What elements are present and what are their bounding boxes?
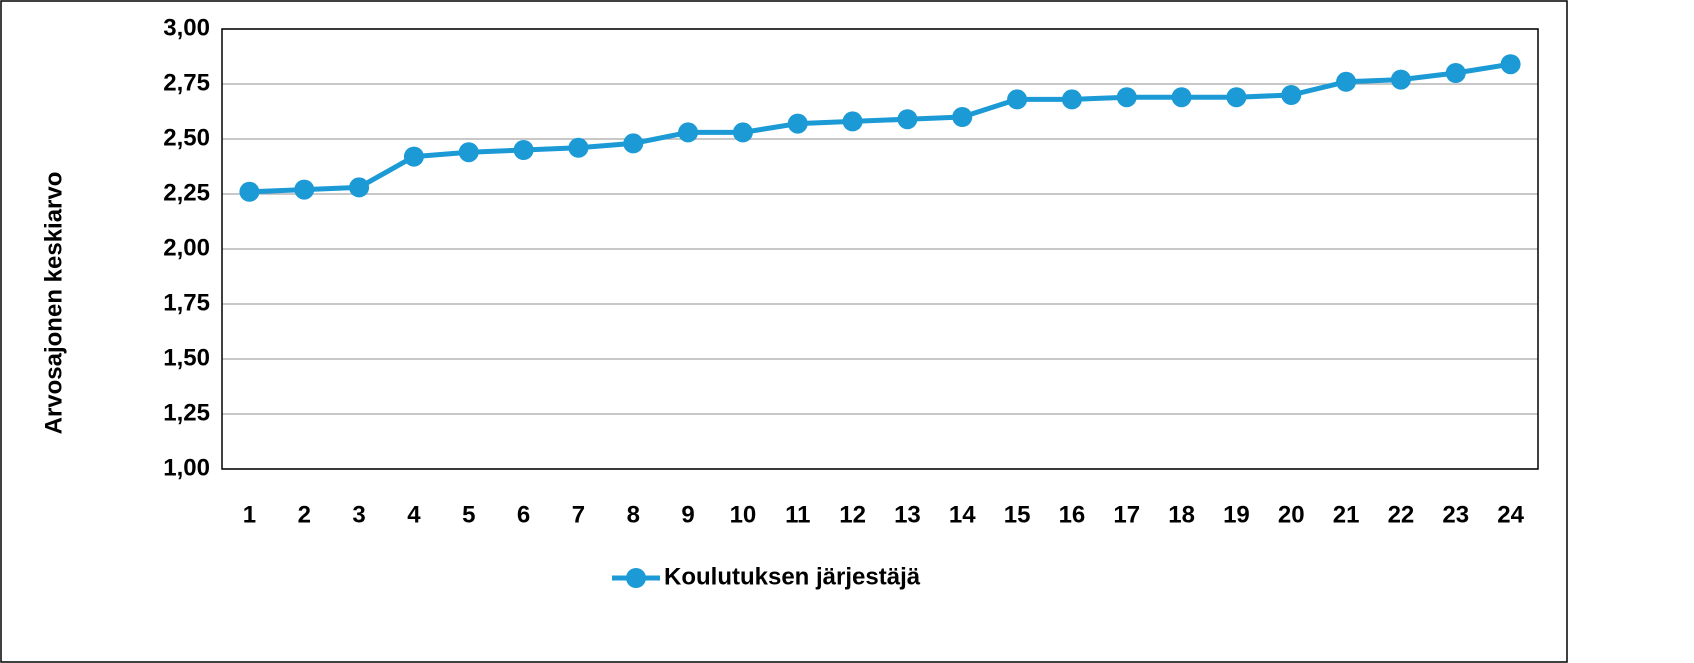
data-point [1500, 54, 1521, 75]
data-point [1061, 89, 1082, 110]
data-point [1116, 87, 1137, 108]
series-line [249, 61, 1511, 195]
plot-border [221, 28, 1539, 470]
chart-frame [0, 0, 1568, 663]
x-tick-label: 15 [1004, 501, 1031, 528]
x-tick-label: 9 [681, 501, 694, 528]
data-point [1445, 63, 1466, 83]
y-tick-label: 2,75 [163, 69, 210, 96]
y-tick-label: 1,00 [163, 454, 210, 481]
x-tick-label: 1 [243, 501, 256, 528]
x-tick-label: 16 [1059, 501, 1086, 528]
data-point [1390, 69, 1411, 90]
x-tick-label: 3 [352, 501, 365, 528]
data-point [513, 140, 534, 160]
x-tick-label: 7 [572, 501, 585, 528]
x-tick-label: 20 [1278, 501, 1305, 528]
x-tick-label: 5 [462, 501, 475, 528]
x-tick-label: 18 [1168, 501, 1195, 528]
data-point [1336, 71, 1357, 92]
x-tick-label: 23 [1442, 501, 1469, 528]
legend-marker [626, 568, 646, 588]
x-tick-label: 14 [949, 501, 976, 528]
y-tick-label: 2,50 [163, 124, 210, 151]
y-tick-label: 2,25 [163, 179, 210, 206]
x-tick-label: 21 [1333, 501, 1360, 528]
x-tick-label: 22 [1388, 501, 1415, 528]
data-point [732, 122, 753, 143]
x-tick-label: 13 [894, 501, 921, 528]
x-tick-label: 19 [1223, 501, 1250, 528]
y-tick-label: 1,75 [163, 289, 210, 316]
x-tick-label: 6 [517, 501, 530, 528]
x-tick-label: 24 [1497, 501, 1524, 528]
data-point [952, 107, 973, 127]
data-point [349, 177, 370, 198]
data-point [294, 179, 315, 200]
y-axis-label: Arvosajonen keskiarvo [40, 172, 67, 435]
data-point [1226, 87, 1247, 108]
x-tick-label: 11 [785, 501, 810, 528]
data-point [1007, 89, 1028, 110]
data-point [623, 133, 644, 154]
data-point [1171, 87, 1192, 108]
x-tick-label: 12 [839, 501, 866, 528]
data-point [842, 111, 863, 132]
x-tick-label: 8 [627, 501, 640, 528]
data-point [403, 146, 424, 167]
y-tick-label: 1,50 [163, 344, 210, 371]
x-tick-label: 2 [298, 501, 311, 528]
x-tick-label: 17 [1113, 501, 1140, 528]
data-point [568, 137, 589, 158]
data-point [678, 122, 699, 143]
data-point [897, 109, 918, 130]
y-tick-label: 3,00 [163, 14, 210, 41]
y-tick-label: 1,25 [163, 399, 210, 426]
data-point [787, 113, 808, 134]
data-point [458, 142, 479, 163]
x-tick-label: 10 [730, 501, 757, 528]
data-point [239, 181, 260, 202]
legend-label: Koulutuksen järjestäjä [664, 563, 921, 590]
x-tick-label: 4 [407, 501, 421, 528]
y-tick-label: 2,00 [163, 234, 210, 261]
data-point [1281, 85, 1302, 105]
